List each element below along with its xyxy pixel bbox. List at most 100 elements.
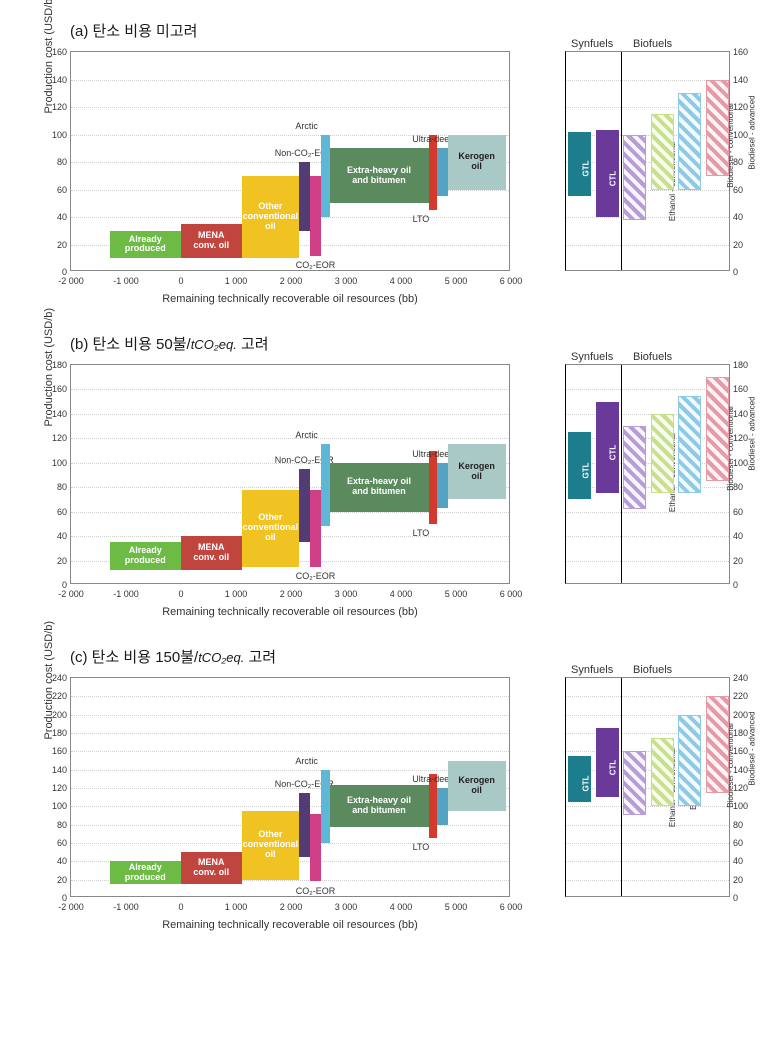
y-tick: 40 bbox=[33, 212, 67, 222]
bar-lto bbox=[429, 135, 437, 211]
hatch-overlay bbox=[652, 739, 673, 806]
fuel-chart: SynfuelsBiofuels020406080100120140160GTL… bbox=[565, 51, 730, 271]
fuel-header-biofuels: Biofuels bbox=[633, 38, 672, 50]
bar-co2eor bbox=[310, 814, 321, 882]
x-tick: 4 000 bbox=[390, 589, 413, 599]
gridline bbox=[566, 825, 729, 826]
y-tick: 40 bbox=[33, 856, 67, 866]
hatch-overlay bbox=[679, 397, 700, 493]
hatch-overlay bbox=[679, 716, 700, 806]
y-tick-right: 20 bbox=[733, 240, 762, 250]
y-tick-right: 40 bbox=[733, 212, 762, 222]
gridline bbox=[71, 751, 509, 752]
leader-label: LTO bbox=[413, 214, 430, 224]
y-tick: 100 bbox=[33, 801, 67, 811]
leader-label: CO₂-EOR bbox=[296, 886, 336, 896]
bar-arctic bbox=[321, 770, 329, 843]
bar-label: Kerogenoil bbox=[448, 776, 506, 796]
x-tick: -2 000 bbox=[58, 902, 84, 912]
bar-label: MENAconv. oil bbox=[181, 231, 242, 251]
y-tick: 240 bbox=[33, 673, 67, 683]
fuel-chart: SynfuelsBiofuels020406080100120140160180… bbox=[565, 677, 730, 897]
fuel-bar-label: CTL bbox=[609, 760, 618, 776]
y-tick-right: 40 bbox=[733, 531, 762, 541]
x-tick: 6 000 bbox=[500, 276, 523, 286]
x-tick: -1 000 bbox=[113, 276, 139, 286]
leader-label: CO₂-EOR bbox=[296, 571, 336, 581]
x-tick: 0 bbox=[178, 902, 183, 912]
x-tick: 5 000 bbox=[445, 902, 468, 912]
gridline bbox=[71, 414, 509, 415]
bar-label: Otherconventionaloil bbox=[242, 202, 300, 232]
y-tick-right: 0 bbox=[733, 893, 762, 903]
fuel-bar-label: GTL bbox=[581, 161, 590, 177]
y-tick: 100 bbox=[33, 130, 67, 140]
fuel-chart: SynfuelsBiofuels020406080100120140160180… bbox=[565, 364, 730, 584]
gridline bbox=[71, 696, 509, 697]
bar-label: Otherconventionaloil bbox=[242, 513, 300, 543]
fuel-bar-bio_adv bbox=[706, 696, 729, 792]
bar-label: Extra-heavy oiland bitumen bbox=[330, 796, 429, 816]
y-tick: 80 bbox=[33, 157, 67, 167]
y-tick: 120 bbox=[33, 102, 67, 112]
leader-label: Arctic bbox=[295, 430, 318, 440]
gridline bbox=[566, 843, 729, 844]
bar-heavy: Extra-heavy oiland bitumen bbox=[330, 785, 429, 826]
fuel-bar-label: CTL bbox=[609, 444, 618, 460]
y-tick: 20 bbox=[33, 556, 67, 566]
fuel-bar-bio_conv bbox=[678, 93, 701, 189]
bar-kerogen: Kerogenoil bbox=[448, 444, 506, 499]
y-tick: 180 bbox=[33, 360, 67, 370]
gridline bbox=[71, 107, 509, 108]
gridline bbox=[566, 389, 729, 390]
x-tick: 1 000 bbox=[225, 589, 248, 599]
hatch-overlay bbox=[707, 697, 728, 791]
x-tick: 4 000 bbox=[390, 902, 413, 912]
hatch-overlay bbox=[624, 136, 645, 219]
y-tick: 60 bbox=[33, 507, 67, 517]
y-tick: 120 bbox=[33, 783, 67, 793]
gridline bbox=[566, 414, 729, 415]
y-tick: 80 bbox=[33, 482, 67, 492]
bar-label: Extra-heavy oiland bitumen bbox=[330, 166, 429, 186]
main-chart: Production cost (USD/b)02040608010012014… bbox=[70, 364, 510, 584]
bar-heavy: Extra-heavy oiland bitumen bbox=[330, 148, 429, 203]
gridline bbox=[566, 512, 729, 513]
x-tick: 3 000 bbox=[335, 276, 358, 286]
y-tick: 160 bbox=[33, 746, 67, 756]
y-tick-right: 140 bbox=[733, 75, 762, 85]
bar-ultra bbox=[437, 788, 448, 825]
fuel-header-synfuels: Synfuels bbox=[571, 351, 613, 363]
y-tick: 60 bbox=[33, 838, 67, 848]
bar-label: Alreadyproduced bbox=[110, 235, 182, 255]
y-tick: 160 bbox=[33, 47, 67, 57]
bar-arctic bbox=[321, 444, 329, 526]
fuel-bar-label: GTL bbox=[581, 462, 590, 478]
bar-co2eor bbox=[310, 490, 321, 567]
gridline bbox=[566, 715, 729, 716]
gridline bbox=[566, 107, 729, 108]
y-tick-right: 40 bbox=[733, 856, 762, 866]
x-tick: 2 000 bbox=[280, 589, 303, 599]
y-tick: 160 bbox=[33, 384, 67, 394]
fuel-bar-bio_adv bbox=[706, 80, 729, 176]
y-tick-right: 20 bbox=[733, 556, 762, 566]
x-tick: -2 000 bbox=[58, 589, 84, 599]
gridline bbox=[566, 561, 729, 562]
fuel-bar-label: CTL bbox=[609, 170, 618, 186]
bar-label: MENAconv. oil bbox=[181, 858, 242, 878]
x-tick: 6 000 bbox=[500, 589, 523, 599]
fuel-header-biofuels: Biofuels bbox=[633, 664, 672, 676]
bar-label: Alreadyproduced bbox=[110, 863, 182, 883]
hatch-overlay bbox=[652, 415, 673, 492]
fuel-divider bbox=[621, 365, 622, 583]
fuel-divider bbox=[621, 678, 622, 896]
x-tick: 2 000 bbox=[280, 276, 303, 286]
bar-other: Otherconventionaloil bbox=[242, 176, 300, 259]
y-tick-right: 100 bbox=[733, 801, 762, 811]
gridline bbox=[566, 245, 729, 246]
bar-ultra bbox=[437, 463, 448, 508]
y-tick: 180 bbox=[33, 728, 67, 738]
bar-already: Alreadyproduced bbox=[110, 861, 182, 884]
y-tick-right: 160 bbox=[733, 47, 762, 57]
